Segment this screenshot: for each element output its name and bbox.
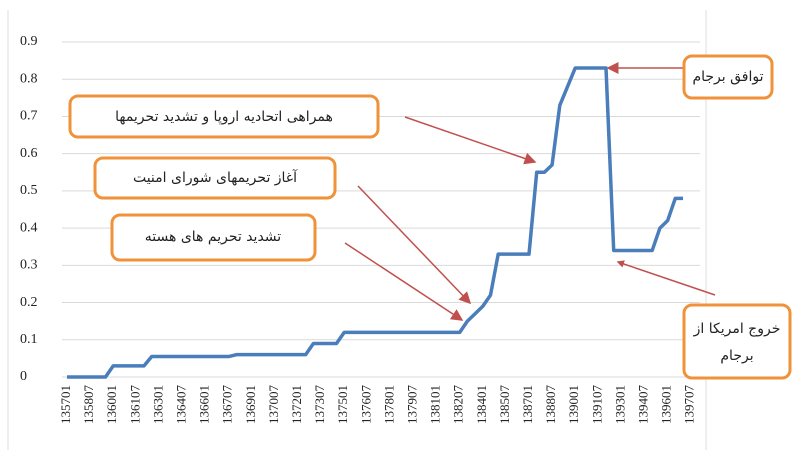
x-tick-label: 136707 xyxy=(220,385,235,425)
x-tick-label: 139601 xyxy=(659,385,674,424)
x-tick-label: 137201 xyxy=(289,385,304,424)
x-tick-label: 137501 xyxy=(335,385,350,424)
x-tick-label: 138207 xyxy=(451,385,466,425)
arrow xyxy=(358,186,470,303)
y-tick-label: 0.7 xyxy=(20,109,38,124)
x-tick-label: 139001 xyxy=(566,385,581,424)
y-tick-label: 0.6 xyxy=(20,146,38,161)
annotation: برجام xyxy=(720,348,753,364)
x-tick-label: 138401 xyxy=(474,385,489,424)
x-tick-label: 136001 xyxy=(104,385,119,424)
annotation: آغاز تحریمهای شورای امنیت xyxy=(133,169,298,186)
arrow xyxy=(345,243,462,320)
x-tick-label: 137607 xyxy=(358,385,373,425)
x-tick-label: 135807 xyxy=(81,385,96,425)
x-tick-label: 136901 xyxy=(243,385,258,424)
chart: 0 0.1 0.2 0.3 0.4 0.5 0.6 0.7 0.8 0.9 135701 135807… xyxy=(0,0,793,458)
annotation: تشدید تحریم های هسته xyxy=(145,229,282,245)
y-tick-label: 0.1 xyxy=(20,332,38,347)
y-tick-label: 0.3 xyxy=(20,258,38,273)
x-tick-label: 139301 xyxy=(612,385,627,424)
x-tick-label: 137801 xyxy=(381,385,396,424)
x-tick-label: 137307 xyxy=(312,385,327,425)
x-tick-label: 138807 xyxy=(543,385,558,425)
arrow xyxy=(618,262,715,295)
x-tick-label: 139407 xyxy=(635,385,650,425)
y-tick-label: 0.2 xyxy=(20,295,38,310)
x-tick-label: 138701 xyxy=(520,385,535,424)
y-tick-label: 0.8 xyxy=(20,71,38,86)
annotation-box xyxy=(684,305,790,378)
y-tick-label: 0.9 xyxy=(20,34,38,49)
x-tick-label: 137007 xyxy=(266,385,281,425)
y-tick-label: 0.4 xyxy=(20,220,38,235)
x-tick-label: 139107 xyxy=(589,385,604,425)
annotation: خروج امریکا از xyxy=(693,321,781,337)
x-tick-label: 136601 xyxy=(197,385,212,424)
y-tick-label: 0.5 xyxy=(20,183,38,198)
annotation: همراهی اتحادیه اروپا و تشدید تحریمها xyxy=(115,109,333,125)
x-tick-label: 137907 xyxy=(404,385,419,425)
annotations: توافق برجام همراهی اتحادیه اروپا و تشدید… xyxy=(70,56,790,378)
annotation: توافق برجام xyxy=(692,69,763,85)
arrow xyxy=(405,117,535,162)
x-tick-label: 136107 xyxy=(127,385,142,425)
x-tick-label: 138507 xyxy=(497,385,512,425)
x-tick-label: 135701 xyxy=(58,385,73,424)
x-tick-label: 136407 xyxy=(173,385,188,425)
y-tick-label: 0 xyxy=(20,369,27,384)
x-tick-label: 138101 xyxy=(428,385,443,424)
x-tick-label: 136301 xyxy=(150,385,165,424)
x-tick-label: 139707 xyxy=(682,385,697,425)
